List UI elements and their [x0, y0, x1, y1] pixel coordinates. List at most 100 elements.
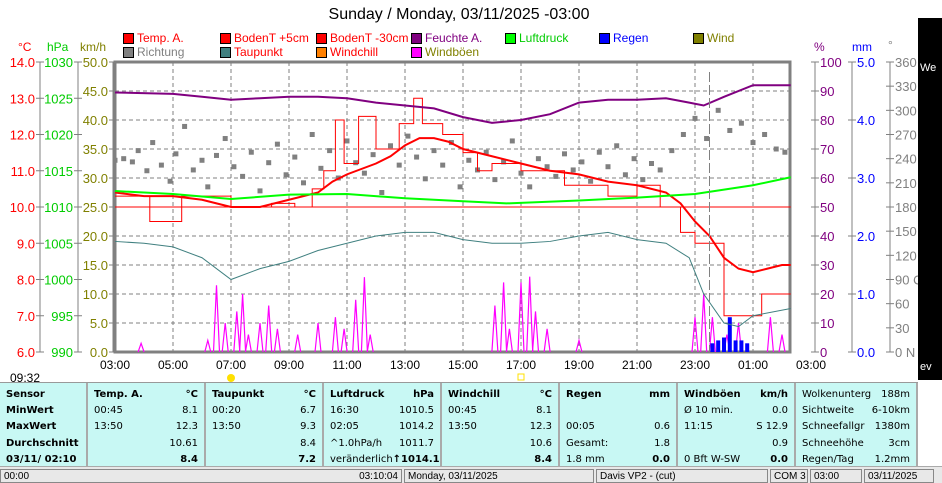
- axis-label-dir: 210: [895, 176, 917, 191]
- gust-spike: [233, 311, 241, 353]
- legend-label: Luftdruck: [519, 31, 569, 45]
- gust-spike: [352, 299, 360, 353]
- gust-spike: [204, 338, 212, 353]
- cell: 8.4: [534, 453, 552, 465]
- direction-point: [596, 149, 602, 155]
- cell: 188m: [881, 389, 910, 400]
- direction-point: [431, 148, 437, 154]
- gust-spike: [314, 322, 322, 353]
- axis-label-wind: 5.0: [90, 316, 108, 331]
- axis-label-wind: 15.0: [83, 258, 108, 273]
- direction-point: [544, 164, 550, 170]
- gust-spike: [526, 276, 534, 353]
- direction-point: [518, 170, 524, 176]
- direction-point: [353, 160, 359, 166]
- unit-rain: mm: [852, 40, 872, 54]
- axis-label-dir: 30: [895, 321, 909, 336]
- legend-swatch-icon: [693, 32, 704, 44]
- gust-spike: [265, 305, 273, 353]
- axis-label-wind: 20.0: [83, 229, 108, 244]
- direction-point: [112, 157, 118, 163]
- axis-label-press: 1005: [44, 236, 73, 251]
- axis-label-temp: 7.0: [17, 309, 35, 324]
- axis-label-hum: 100: [820, 55, 842, 70]
- cell: Windchill: [448, 389, 501, 400]
- x-tick-label: 19:00: [564, 358, 594, 372]
- cell: 0.0: [770, 453, 788, 465]
- axis-label-press: 1000: [44, 273, 73, 288]
- stats-table: Sensor MinWert MaxWert Durchschnitt 03/1…: [0, 382, 918, 466]
- x-tick-label: 11:00: [332, 358, 361, 372]
- cell: Wolkenunterg: [802, 389, 872, 400]
- axis-label-press: 1010: [44, 200, 73, 215]
- x-tick-label: 05:00: [158, 358, 188, 372]
- series-line-feuchte-a-: [114, 84, 791, 124]
- direction-point: [167, 178, 173, 184]
- axis-label-rain: 5.0: [857, 55, 875, 70]
- legend-item: BodenT +5cm: [220, 31, 309, 45]
- series-line-temp-a-: [114, 137, 791, 274]
- rain-bar: [722, 337, 726, 352]
- col-temp: Temp. A. °C 00:45 8.1 13:50 12.3 10.61 8.4: [88, 383, 206, 466]
- cell: 6-10km: [871, 405, 910, 417]
- cell: 13:50: [448, 421, 477, 433]
- direction-point: [327, 148, 333, 154]
- direction-point: [158, 162, 164, 168]
- x-tick-label: 03:00: [100, 358, 130, 372]
- cell: mm: [649, 389, 670, 400]
- cell: 8.1: [536, 405, 552, 417]
- legend-swatch-icon: [411, 32, 422, 44]
- direction-point: [466, 157, 472, 163]
- cell: 1.2mm: [874, 453, 910, 465]
- direction-point: [440, 162, 446, 168]
- status-cell: 03:00: [810, 469, 862, 483]
- gust-spike: [331, 317, 339, 353]
- axis-label-press: 990: [51, 345, 73, 360]
- direction-point: [370, 152, 376, 158]
- cell: hPa: [413, 389, 434, 400]
- axis-label-wind: 35.0: [83, 142, 108, 157]
- axis-label-rain: 3.0: [857, 171, 875, 186]
- col-windchill: Windchill °C 00:45 8.1 13:50 12.3 10.6 8.4: [442, 383, 560, 466]
- direction-point: [649, 161, 654, 166]
- axis-label-dir: 120: [895, 248, 917, 263]
- gust-spike: [239, 293, 247, 353]
- legend-label: Taupunkt: [234, 45, 283, 59]
- legend-item: Taupunkt: [220, 45, 283, 59]
- cell: 9.3: [300, 421, 316, 433]
- rain-bar: [733, 340, 738, 352]
- cell: 12.3: [175, 421, 198, 433]
- axis-label-hum: 30: [820, 258, 834, 273]
- direction-point: [704, 136, 710, 142]
- axis-label-temp: 9.0: [17, 236, 35, 251]
- cell: 12.3: [529, 421, 552, 433]
- cell: 11:15: [684, 421, 713, 433]
- legend-item: BodenT -30cm: [316, 31, 409, 45]
- axis-label-temp: 8.0: [17, 273, 35, 288]
- unit-press: hPa: [47, 40, 69, 54]
- direction-point: [405, 133, 411, 139]
- cell: MinWert: [6, 405, 54, 417]
- direction-point: [692, 115, 698, 121]
- cell: 1.8: [654, 437, 670, 449]
- cell: ^1.0hPa/h: [330, 437, 383, 449]
- axis-label-dir: 330: [895, 79, 917, 94]
- axis-label-dir: 180 S: [895, 200, 918, 215]
- gust-spike: [708, 317, 716, 353]
- direction-point: [344, 138, 350, 144]
- axis-label-wind: 45.0: [83, 84, 108, 99]
- x-tick-label: 21:00: [622, 358, 652, 372]
- gust-spike: [360, 277, 368, 353]
- legend-label: Feuchte A.: [425, 31, 483, 45]
- legend-label: Richtung: [137, 45, 185, 59]
- gust-spike: [491, 305, 499, 353]
- direction-point: [715, 107, 721, 113]
- direction-point: [388, 143, 393, 149]
- legend-item: Wind: [693, 31, 734, 45]
- direction-point: [483, 149, 489, 155]
- cell: 6.7: [300, 405, 316, 417]
- axis-label-hum: 80: [820, 113, 834, 128]
- direction-point: [318, 165, 324, 171]
- direction-point: [283, 172, 289, 178]
- x-tick-label: 23:00: [680, 358, 710, 372]
